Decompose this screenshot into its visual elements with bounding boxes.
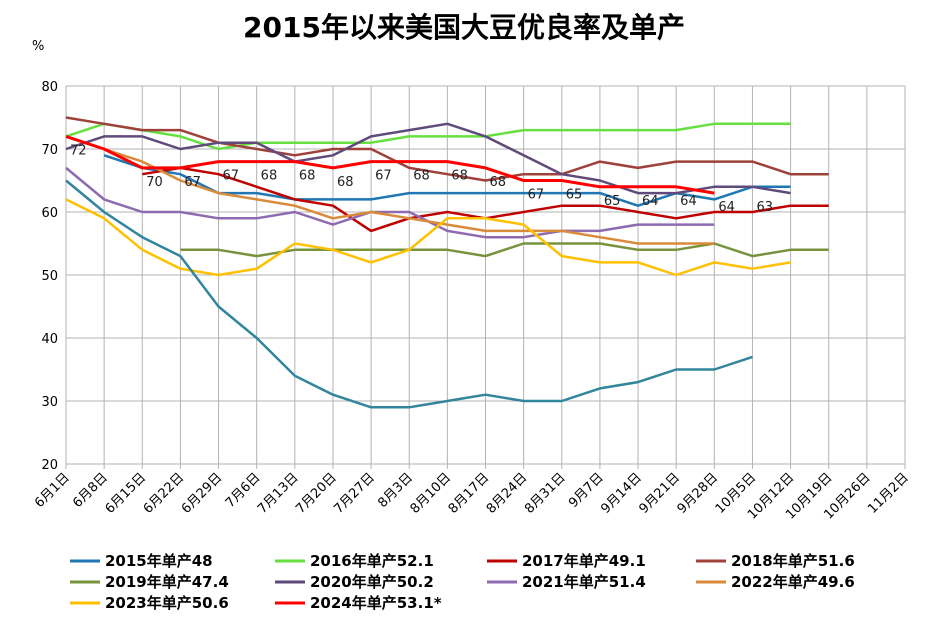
- y-axis-unit-label: %: [32, 39, 44, 54]
- data-label: 64: [680, 194, 697, 209]
- x-tick-label: 9月28日: [675, 470, 722, 517]
- legend: 2015年单产48 2016年单产52.1 2017年单产49.1 2018年单产51…: [70, 552, 855, 612]
- data-label: 65: [604, 194, 621, 209]
- x-tick-label: 7月27日: [331, 470, 378, 517]
- y-tick-label: 50: [41, 269, 58, 284]
- y-tick-label: 60: [41, 206, 58, 221]
- series-line: [65, 135, 715, 245]
- x-tick-label: 8月31日: [522, 470, 569, 517]
- x-tick-label: 6月15日: [103, 470, 150, 517]
- x-tick-label: 8月17日: [446, 470, 493, 517]
- y-tick-label: 80: [41, 80, 58, 95]
- series-line: [65, 179, 753, 409]
- legend-label: 2024年单产53.1*: [310, 594, 442, 612]
- y-tick-label: 20: [41, 458, 58, 473]
- series-line: [65, 122, 791, 195]
- data-label: 65: [566, 188, 583, 203]
- legend-label: 2015年单产48: [105, 552, 213, 570]
- series-line: [65, 122, 791, 151]
- data-label: 67: [528, 188, 545, 203]
- x-tick-label: 9月14日: [598, 470, 645, 517]
- data-label: 72: [70, 143, 87, 158]
- data-labels: 72 70 67 67 68 68 68 67 68 68 68 67 65 65 64 64 64 63: [70, 143, 773, 215]
- y-tick-label: 30: [41, 395, 58, 410]
- legend-label: 2016年单产52.1: [310, 552, 434, 570]
- data-label: 68: [413, 169, 430, 184]
- y-tick-label: 40: [41, 332, 58, 347]
- x-tick-label: 6月1日: [32, 470, 73, 511]
- series-line: [65, 134, 715, 195]
- legend-label: 2018年单产51.6: [731, 552, 855, 570]
- legend-label: 2022年单产49.6: [731, 573, 855, 591]
- x-tick-label: 6月29日: [179, 470, 226, 517]
- y-tick-label: 70: [41, 143, 58, 158]
- series-line: [65, 116, 829, 182]
- legend-label: 2021年单产51.4: [522, 573, 646, 591]
- series-line: [65, 166, 715, 239]
- legend-label: 2019年单产47.4: [105, 573, 229, 591]
- chart-title: 2015年以来美国大豆优良率及单产: [243, 11, 685, 44]
- data-label: 67: [375, 169, 392, 184]
- series-line: [65, 198, 791, 277]
- axes: 203040506070806月1日6月8日6月15日6月22日6月29日7月6…: [32, 80, 912, 523]
- x-tick-label: 8月24日: [484, 470, 531, 517]
- data-label: 70: [146, 175, 163, 190]
- legend-label: 2020年单产50.2: [310, 573, 434, 591]
- data-label: 67: [184, 175, 201, 190]
- series-line: [180, 242, 829, 258]
- x-tick-label: 7月20日: [293, 470, 340, 517]
- data-label: 68: [299, 169, 316, 184]
- data-label: 63: [756, 200, 773, 215]
- legend-label: 2023年单产50.6: [105, 594, 229, 612]
- x-tick-label: 9月21日: [636, 470, 683, 517]
- legend-label: 2017年单产49.1: [522, 552, 646, 570]
- x-tick-label: 6月22日: [141, 470, 188, 517]
- gridlines: [65, 85, 906, 469]
- data-label: 68: [451, 169, 468, 184]
- data-label: 68: [261, 169, 278, 184]
- data-label: 68: [337, 175, 354, 190]
- x-tick-label: 8月10日: [408, 470, 455, 517]
- data-label: 64: [718, 200, 735, 215]
- x-tick-label: 11月2日: [865, 470, 912, 517]
- data-label: 68: [490, 175, 507, 190]
- data-label: 67: [223, 169, 240, 184]
- series-lines: [65, 116, 829, 409]
- data-label: 64: [642, 194, 659, 209]
- x-tick-label: 7月13日: [255, 470, 302, 517]
